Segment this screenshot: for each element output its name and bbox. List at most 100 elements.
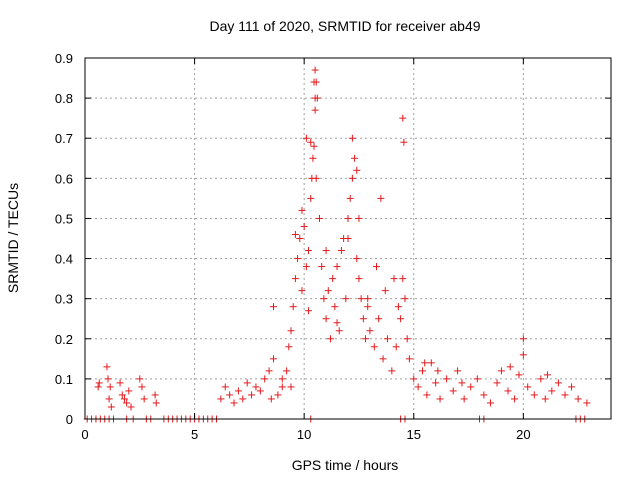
data-point: [322, 315, 330, 323]
y-tick-label: 0.3: [55, 292, 73, 307]
data-point: [248, 391, 256, 399]
data-point: [312, 174, 320, 182]
data-point: [359, 315, 367, 323]
data-point: [524, 383, 532, 391]
data-point: [397, 315, 405, 323]
data-point: [506, 363, 514, 371]
data-point: [136, 375, 144, 383]
data-point: [568, 383, 576, 391]
x-tick-label: 15: [407, 427, 421, 442]
data-point: [307, 194, 315, 202]
data-point: [353, 166, 361, 174]
y-tick-label: 0.6: [55, 171, 73, 186]
data-point: [355, 214, 363, 222]
data-point: [116, 379, 124, 387]
data-point: [309, 154, 317, 162]
data-point: [548, 387, 556, 395]
data-point: [127, 403, 135, 411]
data-point: [302, 263, 310, 271]
data-point: [432, 379, 440, 387]
x-tick-label: 5: [191, 427, 198, 442]
data-point: [291, 275, 299, 283]
data-point: [375, 315, 383, 323]
axis-ticks: [84, 57, 611, 420]
tick-labels: 0 5 10 15 20 0 0.1 0.2 0.3 0.4 0.5 0.6 0.7 0.8 0.9: [55, 51, 531, 442]
data-point: [230, 399, 238, 407]
data-point: [419, 367, 427, 375]
y-tick-label: 0.9: [55, 51, 73, 66]
data-point: [504, 387, 512, 395]
data-point: [289, 303, 297, 311]
data-point: [480, 391, 488, 399]
grid-layer: [85, 58, 611, 419]
data-point: [217, 395, 225, 403]
data-point: [310, 142, 318, 150]
data-point: [278, 375, 286, 383]
data-point: [434, 367, 442, 375]
data-point: [256, 387, 264, 395]
data-point: [348, 174, 356, 182]
data-point: [403, 335, 411, 343]
data-point: [449, 387, 457, 395]
data-point: [414, 383, 422, 391]
data-point: [362, 335, 370, 343]
data-point: [353, 255, 361, 263]
data-point: [519, 351, 527, 359]
data-point: [405, 355, 413, 363]
data-point: [95, 379, 103, 387]
data-point: [318, 263, 326, 271]
data-point: [561, 391, 569, 399]
data-point: [106, 383, 114, 391]
data-point: [515, 371, 523, 379]
data-point: [118, 391, 126, 399]
data-point: [458, 379, 466, 387]
data-point: [261, 375, 269, 383]
data-point: [344, 214, 352, 222]
data-point: [473, 375, 481, 383]
data-point: [388, 367, 396, 375]
data-point: [283, 367, 291, 375]
data-point: [307, 138, 315, 146]
data-point: [105, 395, 113, 403]
data-point: [381, 287, 389, 295]
data-point: [300, 222, 308, 230]
data-point: [322, 247, 330, 255]
y-tick-label: 0.5: [55, 211, 73, 226]
data-point: [125, 387, 133, 395]
data-point: [410, 375, 418, 383]
data-point: [305, 247, 313, 255]
data-point: [311, 106, 319, 114]
data-point: [574, 395, 582, 403]
data-point: [443, 375, 451, 383]
data-point: [265, 367, 273, 375]
data-point: [123, 399, 131, 407]
data-point: [120, 395, 128, 403]
data-point: [427, 359, 435, 367]
data-point: [294, 255, 302, 263]
data-point: [333, 319, 341, 327]
data-point: [239, 395, 247, 403]
data-point: [274, 391, 282, 399]
data-point: [151, 391, 159, 399]
data-point: [511, 395, 519, 403]
y-tick-label: 0.8: [55, 91, 73, 106]
data-point: [399, 275, 407, 283]
data-point: [316, 214, 324, 222]
data-point: [436, 395, 444, 403]
data-point: [152, 399, 160, 407]
y-tick-label: 0.4: [55, 252, 73, 267]
data-point: [400, 138, 408, 146]
data-point: [311, 94, 319, 102]
data-point: [140, 395, 148, 403]
data-point: [269, 355, 277, 363]
y-tick-label: 0.7: [55, 131, 73, 146]
data-point: [252, 383, 260, 391]
data-point: [541, 395, 549, 403]
data-point: [287, 383, 295, 391]
x-axis-label: GPS time / hours: [292, 457, 399, 473]
data-point: [324, 287, 332, 295]
data-point: [298, 206, 306, 214]
data-point: [348, 134, 356, 142]
data-point: [346, 194, 354, 202]
